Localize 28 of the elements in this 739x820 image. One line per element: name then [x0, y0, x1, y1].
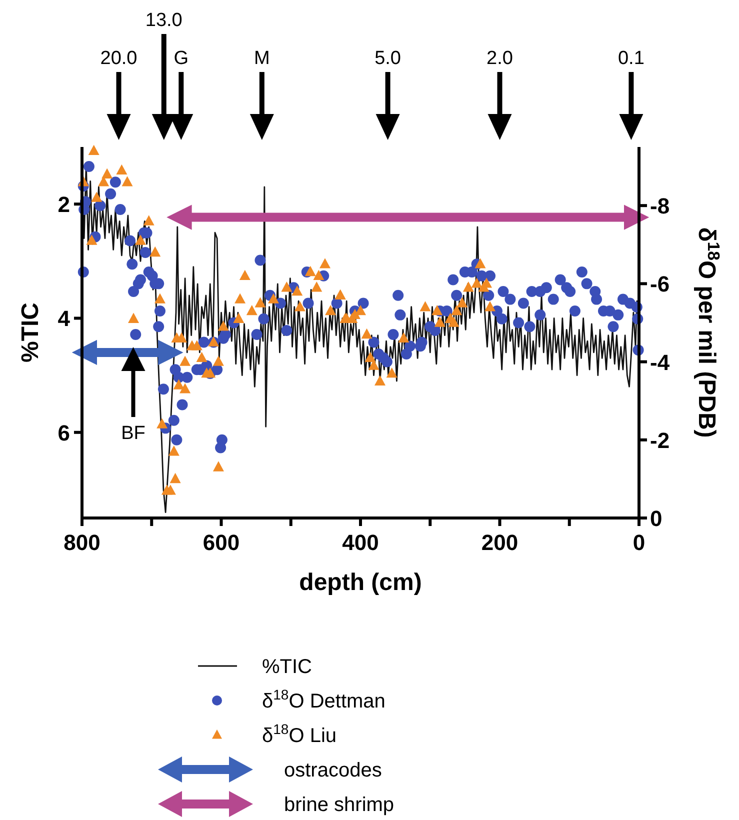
y-tick-label: 4 — [58, 306, 71, 332]
text: M — [254, 48, 270, 69]
text: G — [174, 48, 189, 69]
legend-label: δ$^{18}$O Liu — [262, 721, 337, 747]
y2-tick-label: -6 — [650, 272, 670, 297]
text: 5.0 — [374, 48, 402, 69]
x-tick-label: 0 — [632, 530, 646, 555]
x-axis-title: depth (cm) — [299, 569, 422, 596]
text: 13.0 — [145, 10, 182, 31]
y2-tick-label: -4 — [650, 350, 670, 375]
legend-label: δ$^{18}$O Dettman — [262, 686, 386, 712]
x-tick-label: 600 — [202, 530, 240, 555]
y2-tick-label: -8 — [650, 194, 670, 219]
y2-tick-label: -2 — [650, 428, 670, 453]
legend-label: ostracodes — [284, 760, 382, 782]
y-tick-label: 2 — [58, 192, 70, 218]
y-axis-title: %TIC — [17, 302, 44, 362]
text: 0.1 — [618, 48, 644, 69]
legend-label: %TIC — [262, 656, 312, 678]
legend-label: brine shrimp — [284, 794, 394, 816]
x-tick-label: 800 — [64, 530, 100, 555]
text: 20.0 — [100, 48, 138, 69]
y2-tick-label: 0 — [650, 506, 662, 531]
text: 2.0 — [486, 48, 513, 69]
x-tick-label: 400 — [342, 530, 379, 555]
x-tick-label: 200 — [481, 530, 518, 555]
y-tick-label: 6 — [58, 420, 70, 446]
annotation: BF — [121, 423, 146, 444]
